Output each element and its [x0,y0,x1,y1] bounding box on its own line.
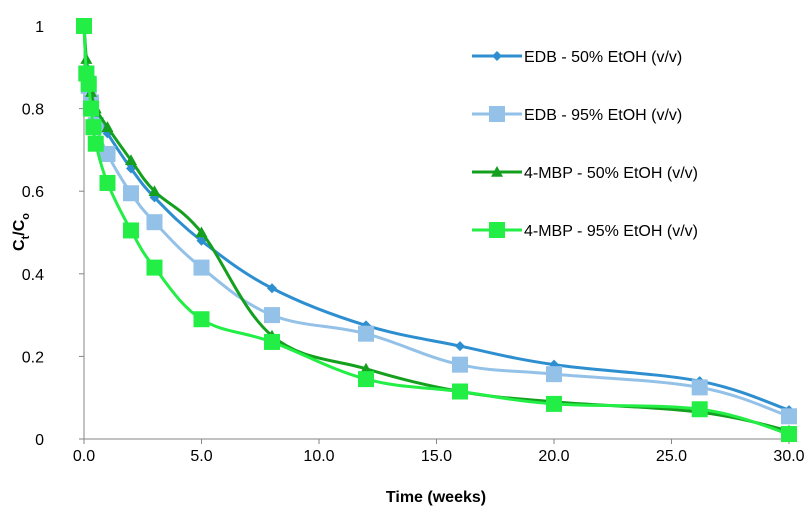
data-point [80,75,97,92]
data-point [360,362,372,374]
data-point [123,185,139,202]
data-point [146,214,163,231]
legend-label: 4-MBP - 50% EtOH (v/v) [524,165,698,182]
legend-swatch-marker [489,222,505,238]
y-tick-label: 1 [35,19,44,36]
series-4 [76,18,797,443]
x-tick-label: 5.0 [190,448,212,465]
data-point [781,408,797,425]
legend-swatch-marker [492,51,502,61]
y-tick-label: 0.4 [22,267,44,284]
y-axis-title-main: C [11,239,28,251]
data-point [101,121,114,132]
x-tick-label: 30.0 [773,448,804,465]
data-point [781,426,797,443]
data-point [123,222,139,239]
y-tick-label: 0.6 [22,184,44,201]
legend-item: EDB - 95% EtOH (v/v) [472,106,682,124]
series-layer [76,18,797,443]
legend-swatch-marker [491,166,503,177]
x-tick-label: 10.0 [303,448,334,465]
legend-swatch-marker [489,106,505,122]
data-point [267,283,277,294]
data-point [195,226,208,238]
data-point [125,154,137,166]
data-point [358,325,374,342]
x-tick-label: 0.0 [73,448,95,465]
y-axis-title: Ct/Co [11,213,32,251]
y-tick-label: 0 [35,432,44,449]
legend-label: EDB - 50% EtOH (v/v) [524,49,682,66]
tick-labels: 0.0 5.0 10.0 15.0 20.0 25.0 30.0 0 0.2 0.4 0.6 0.8 1 [22,19,805,465]
series-markers [76,18,797,425]
series-markers [76,18,797,443]
y-axis-title-sub2: o [20,213,32,220]
data-point [87,135,104,152]
data-point [99,174,116,191]
legend-item: 4-MBP - 95% EtOH (v/v) [472,222,698,240]
data-point [76,18,92,34]
data-point [193,259,210,276]
data-point [83,100,100,117]
data-point [193,311,210,328]
x-tick-label: 20.0 [538,448,569,465]
data-point [452,356,468,373]
data-point [146,259,163,276]
y-tick-label: 0.8 [22,102,44,119]
legend: EDB - 50% EtOH (v/v) EDB - 95% EtOH (v/v)… [472,49,698,240]
legend-label: 4-MBP - 95% EtOH (v/v) [524,223,698,240]
legend-label: EDB - 95% EtOH (v/v) [524,107,682,124]
data-point [546,366,562,383]
x-tick-label: 15.0 [421,448,452,465]
data-point [264,333,280,350]
data-point [358,371,374,388]
data-point [264,307,280,324]
data-point [148,185,161,196]
data-point [452,383,468,400]
data-point [546,395,562,412]
y-axis-title-sep: /C [11,219,28,235]
data-point [455,341,465,352]
y-tick-label: 0.2 [22,349,44,366]
data-point [691,379,708,396]
y-axis-title-sub1: t [20,235,32,239]
x-axis-title: Time (weeks) [386,489,486,506]
x-tick-label: 25.0 [656,448,687,465]
data-point [691,401,708,418]
data-point [85,119,102,136]
legend-item: 4-MBP - 50% EtOH (v/v) [472,165,698,182]
legend-item: EDB - 50% EtOH (v/v) [472,49,682,66]
series-2 [76,18,797,425]
